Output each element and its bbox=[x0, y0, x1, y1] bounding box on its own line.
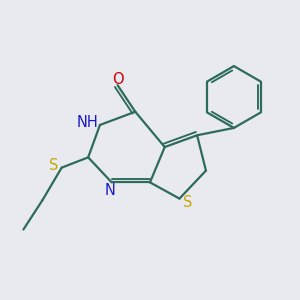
Text: S: S bbox=[49, 158, 58, 173]
Text: N: N bbox=[105, 183, 116, 198]
Text: S: S bbox=[183, 195, 192, 210]
Text: O: O bbox=[112, 72, 123, 87]
Text: NH: NH bbox=[77, 115, 98, 130]
